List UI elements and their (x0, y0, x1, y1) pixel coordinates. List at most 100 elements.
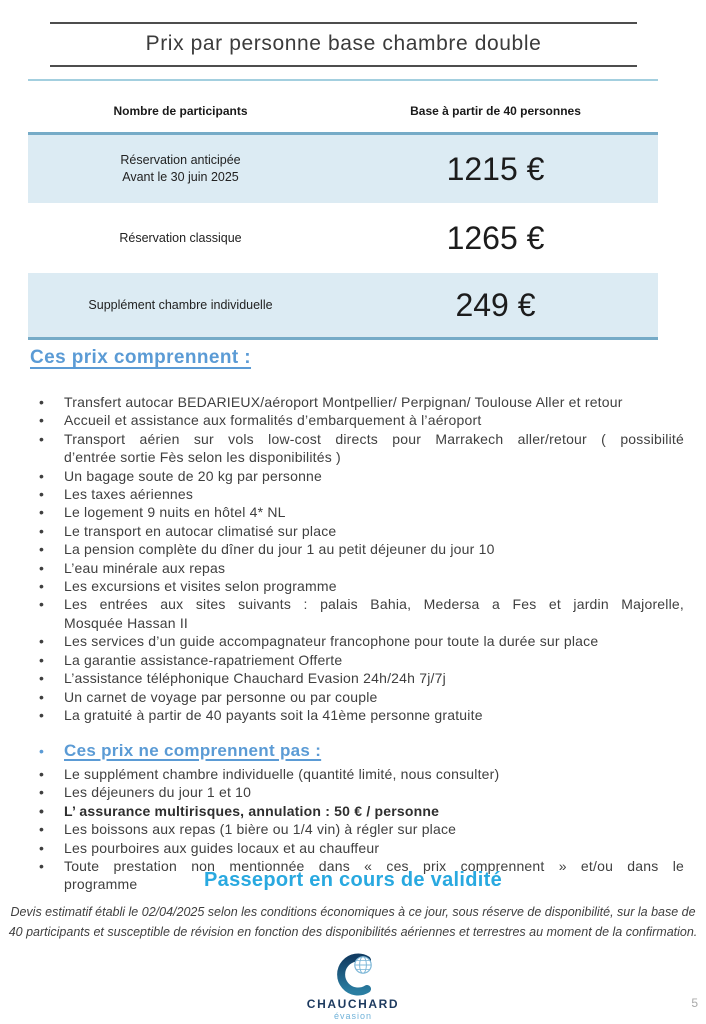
list-item-text: La gratuité à partir de 40 payants soit … (64, 706, 483, 723)
bullet-icon: • (39, 504, 45, 521)
row-label: Supplément chambre individuelle (88, 297, 273, 312)
list-item-text: Mosquée Hassan II (64, 614, 189, 631)
bullet-icon: • (39, 839, 45, 856)
list-item-text: Les boissons aux repas (1 bière ou 1/4 v… (64, 821, 457, 838)
row-label-line1: Réservation anticipée (120, 153, 241, 167)
list-item-text: Transfert autocar BEDARIEUX/aéroport Mon… (64, 394, 623, 410)
list-item-text: Les taxes aériennes (64, 486, 194, 503)
list-item-text: Un carnet de voyage par personne ou par … (64, 688, 378, 705)
list-item-text: programme (64, 876, 138, 893)
list-item: • Les boissons aux repas (1 bière ou 1/4 … (28, 820, 684, 838)
row-label: Réservation classique (119, 230, 242, 245)
list-item-text: Les services d’un guide accompagnateur f… (64, 633, 599, 650)
list-item-text: Le logement 9 nuits en hôtel 4* NL (64, 504, 286, 521)
list-item: • Les taxes aériennes (28, 485, 684, 503)
title-block: Prix par personne base chambre double (50, 22, 637, 67)
bullet-icon: • (39, 596, 45, 613)
bullet-icon: • (39, 821, 45, 838)
table-row: Réservation anticipée Avant le 30 juin 2… (28, 135, 658, 203)
list-item-text: La garantie assistance-rapatriement Offe… (64, 651, 343, 668)
list-item: • Transfert autocar BEDARIEUX/aéroport Mo… (28, 393, 684, 411)
company-logo: CHAUCHARD évasion (0, 952, 706, 1021)
list-item: • Les déjeuners du jour 1 et 10 (28, 783, 684, 801)
list-item-text: Transport aérien sur vols low-cost direc… (64, 430, 684, 447)
bullet-icon: • (39, 394, 45, 410)
bullet-icon: • (39, 541, 45, 558)
list-item: • Les pourboires aux guides locaux et au … (28, 839, 684, 857)
list-item-text: Le supplément chambre individuelle (quan… (64, 766, 500, 782)
list-item-text: Les pourboires aux guides locaux et au c… (64, 839, 380, 856)
bullet-icon: • (39, 784, 45, 801)
list-item: • Les excursions et visites selon program… (28, 577, 684, 595)
bullet-icon: • (39, 430, 45, 447)
list-item: • Les services d’un guide accompagnateur … (28, 632, 684, 650)
list-item-text: d’entrée sortie Fès selon les disponibil… (64, 449, 341, 466)
list-item: • Un bagage soute de 20 kg par personne (28, 467, 684, 485)
list-item: • La gratuité à partir de 40 payants soit… (28, 706, 684, 724)
column-header-base: Base à partir de 40 personnes (410, 104, 581, 118)
list-item: • Transport aérien sur vols low-cost dire… (28, 430, 684, 467)
list-item: • La garantie assistance-rapatriement Off… (28, 651, 684, 669)
list-item-text: Le transport en autocar climatisé sur pl… (64, 522, 337, 539)
row-label: Réservation anticipée Avant le 30 juin 2… (28, 152, 333, 186)
logo-name: CHAUCHARD (306, 997, 400, 1011)
bullet-icon: • (39, 766, 45, 782)
bullet-icon: • (39, 412, 45, 429)
excludes-heading: Ces prix ne comprennent pas : (64, 741, 322, 760)
list-item-text: Accueil et assistance aux formalités d’e… (64, 412, 482, 429)
row-label-line2: Avant le 30 juin 2025 (122, 170, 239, 184)
excludes-heading-row: • Ces prix ne comprennent pas : (28, 741, 684, 761)
list-item: • L’eau minérale aux repas (28, 559, 684, 577)
list-item-text: Un bagage soute de 20 kg par personne (64, 467, 323, 484)
list-item: • Toute prestation non mentionnée dans « … (28, 857, 684, 894)
pricing-table-header: Nombre de participants Base à partir de … (28, 96, 658, 118)
bullet-icon: • (39, 486, 45, 503)
disclaimer-text: Devis estimatif établi le 02/04/2025 sel… (8, 905, 698, 939)
list-item: • Le logement 9 nuits en hôtel 4* NL (28, 503, 684, 521)
page-number: 5 (691, 996, 698, 1010)
list-item: • L’ assurance multirisques, annulation :… (28, 802, 684, 820)
table-row: Réservation classique 1265 € (28, 203, 658, 273)
list-item-text: L’assistance téléphonique Chauchard Evas… (64, 670, 446, 687)
header-divider (28, 79, 658, 81)
column-header-participants: Nombre de participants (113, 104, 248, 118)
includes-list: • Transfert autocar BEDARIEUX/aéroport Mo… (28, 393, 684, 724)
bullet-icon: • (39, 670, 45, 687)
bullet-icon: • (39, 559, 45, 576)
chauchard-monogram-globe-icon (337, 953, 372, 996)
list-item: • Accueil et assistance aux formalités d’… (28, 411, 684, 429)
table-row: Supplément chambre individuelle 249 € (28, 273, 658, 337)
logo-tagline: évasion (333, 1011, 373, 1021)
list-item: • L’assistance téléphonique Chauchard Eva… (28, 669, 684, 687)
row-price: 1265 € (446, 219, 545, 256)
list-item-text: Les entrées aux sites suivants : palais … (64, 596, 684, 613)
bullet-icon: • (39, 688, 45, 705)
list-item-text: L’eau minérale aux repas (64, 559, 226, 576)
list-item-text: La pension complète du dîner du jour 1 a… (64, 541, 495, 558)
list-item-text: Les déjeuners du jour 1 et 10 (64, 784, 252, 801)
bullet-icon: • (39, 467, 45, 484)
passport-note: Passeport en cours de validité (204, 869, 502, 891)
list-item: • Le transport en autocar climatisé sur p… (28, 522, 684, 540)
bullet-icon: • (39, 858, 45, 875)
list-item: • Un carnet de voyage par personne ou par… (28, 688, 684, 706)
excludes-list: • Le supplément chambre individuelle (qua… (28, 765, 684, 894)
list-item: • Le supplément chambre individuelle (qua… (28, 765, 684, 783)
bullet-icon: • (39, 706, 45, 723)
list-item-text: Toute prestation non mentionnée dans « c… (64, 858, 684, 875)
bullet-icon: • (39, 743, 44, 759)
list-item-text: Les excursions et visites selon programm… (64, 578, 337, 595)
bullet-icon: • (39, 651, 45, 668)
bullet-icon: • (39, 578, 45, 595)
row-price: 249 € (455, 286, 536, 323)
list-item-text: L’ assurance multirisques, annulation : … (64, 802, 440, 819)
bullet-icon: • (39, 802, 45, 819)
page-title: Prix par personne base chambre double (145, 32, 542, 55)
pricing-table: Réservation anticipée Avant le 30 juin 2… (28, 132, 658, 340)
list-item: • La pension complète du dîner du jour 1 … (28, 540, 684, 558)
row-price: 1215 € (446, 150, 545, 187)
bullet-icon: • (39, 633, 45, 650)
excludes-section: • Ces prix ne comprennent pas : • Le supp… (28, 741, 684, 894)
list-item: • Les entrées aux sites suivants : palais… (28, 595, 684, 632)
